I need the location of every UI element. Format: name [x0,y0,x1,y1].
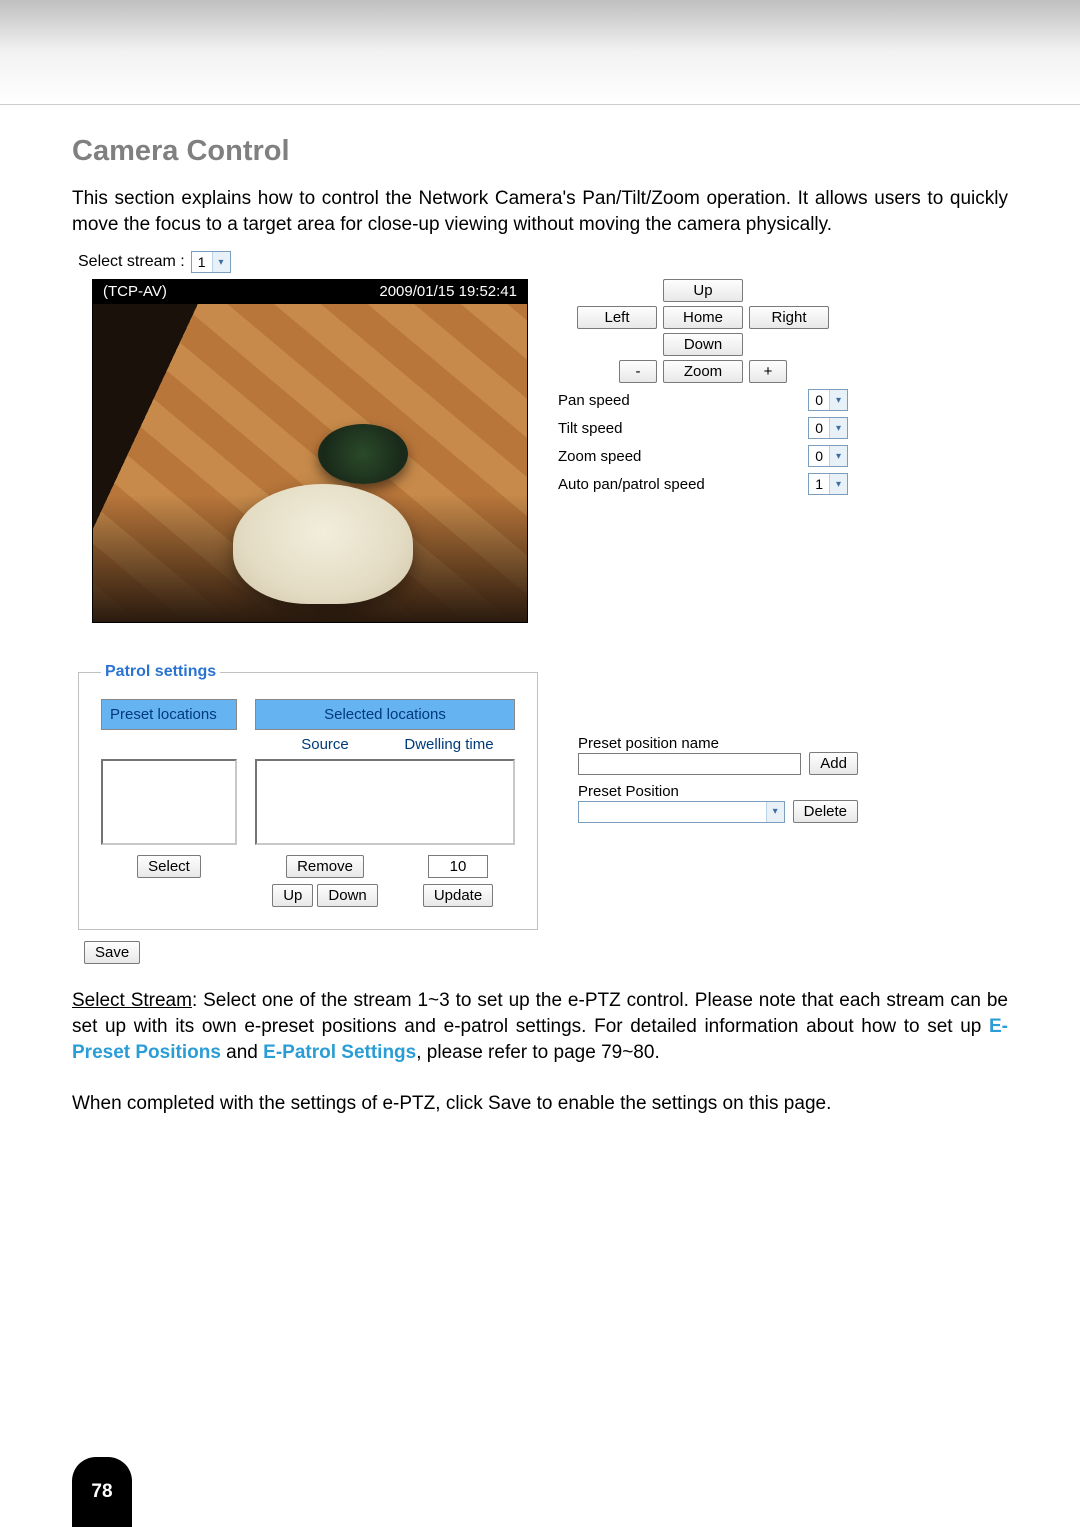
preset-name-label: Preset position name [578,735,858,752]
move-up-button[interactable]: Up [272,884,313,907]
autopan-speed-value: 1 [809,476,829,492]
video-frame[interactable] [92,303,528,623]
preset-position-dropdown[interactable]: ▾ [578,801,785,823]
chevron-down-icon: ▾ [212,252,230,272]
chevron-down-icon: ▾ [829,474,847,494]
select-stream-tail: , please refer to page 79~80. [416,1042,659,1063]
and-text: and [221,1042,263,1063]
tilt-speed-label: Tilt speed [558,420,808,437]
move-down-button[interactable]: Down [317,884,377,907]
ptz-right-button[interactable]: Right [749,306,829,329]
zoom-out-button[interactable]: - [619,360,657,383]
chevron-down-icon: ▾ [766,802,784,822]
select-stream-paragraph: Select Stream: Select one of the stream … [72,988,1008,1065]
intro-paragraph: This section explains how to control the… [72,186,1008,237]
zoom-label: Zoom [663,360,743,383]
preset-locations-header: Preset locations [101,699,237,730]
ptz-down-button[interactable]: Down [663,333,743,356]
ptz-up-button[interactable]: Up [663,279,743,302]
select-button[interactable]: Select [137,855,201,878]
patrol-settings-fieldset: Patrol settings Preset locations Selecte… [78,663,538,930]
tilt-speed-value: 0 [809,420,829,436]
zoom-speed-dropdown[interactable]: 0 ▾ [808,445,848,467]
page-header-band [0,0,1080,105]
dwelling-time-input[interactable]: 10 [428,855,488,878]
delete-button[interactable]: Delete [793,800,858,823]
chevron-down-icon: ▾ [829,446,847,466]
pan-speed-dropdown[interactable]: 0 ▾ [808,389,848,411]
select-stream-label: Select stream : [78,253,185,271]
add-button[interactable]: Add [809,752,858,775]
select-stream-dropdown[interactable]: 1 ▾ [191,251,231,273]
video-panel: (TCP-AV) 2009/01/15 19:52:41 [92,279,528,623]
update-button[interactable]: Update [423,884,493,907]
source-header: Source [255,732,395,757]
preset-position-label: Preset Position [578,783,858,800]
video-scene-table [318,424,408,484]
video-timestamp: 2009/01/15 19:52:41 [379,283,517,300]
ptz-controls: Up Left Home Right Down - Zoom + Pan spe… [558,279,848,495]
zoom-in-button[interactable]: + [749,360,787,383]
pan-speed-label: Pan speed [558,392,808,409]
preset-name-input[interactable] [578,753,801,775]
section-title: Camera Control [72,135,1008,168]
video-protocol: (TCP-AV) [103,283,167,300]
zoom-speed-value: 0 [809,448,829,464]
epatrol-link[interactable]: E-Patrol Settings [263,1042,416,1063]
tilt-speed-dropdown[interactable]: 0 ▾ [808,417,848,439]
preset-position-panel: Preset position name Add Preset Position… [578,735,858,831]
dwelling-time-header: Dwelling time [395,732,503,757]
preset-locations-listbox[interactable] [101,759,237,845]
patrol-legend: Patrol settings [101,663,220,681]
ptz-left-button[interactable]: Left [577,306,657,329]
page-number-tab: 78 [72,1457,132,1527]
video-scene-sofa [233,484,413,604]
ptz-home-button[interactable]: Home [663,306,743,329]
select-stream-value: 1 [192,254,212,270]
completion-paragraph: When completed with the settings of e-PT… [72,1091,1008,1117]
zoom-speed-label: Zoom speed [558,448,808,465]
save-button[interactable]: Save [84,941,140,964]
pan-speed-value: 0 [809,392,829,408]
autopan-speed-dropdown[interactable]: 1 ▾ [808,473,848,495]
selected-locations-listbox[interactable] [255,759,515,845]
remove-button[interactable]: Remove [286,855,364,878]
selected-locations-header: Selected locations [255,699,515,730]
chevron-down-icon: ▾ [829,390,847,410]
select-stream-text: : Select one of the stream 1~3 to set up… [72,990,1008,1037]
select-stream-lead: Select Stream [72,990,192,1011]
autopan-speed-label: Auto pan/patrol speed [558,476,808,493]
chevron-down-icon: ▾ [829,418,847,438]
